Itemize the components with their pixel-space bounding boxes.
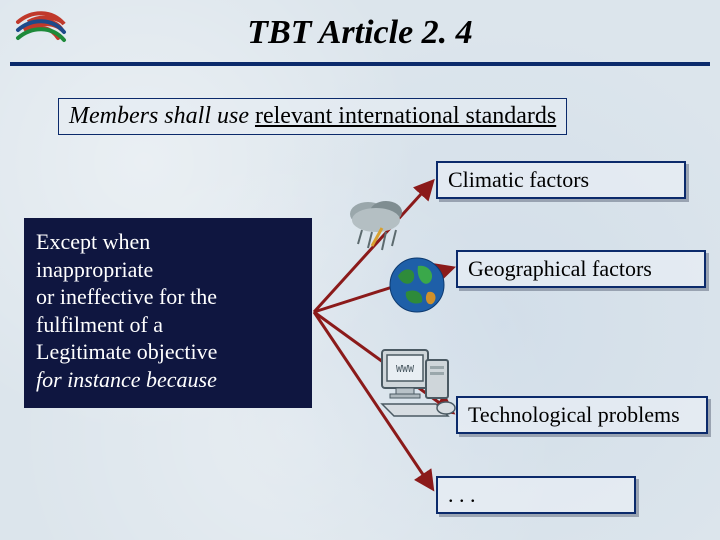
computer-icon: WWW bbox=[376, 346, 460, 427]
cloud-rain-icon bbox=[342, 196, 412, 263]
globe-icon bbox=[388, 256, 446, 319]
svg-text:WWW: WWW bbox=[396, 364, 415, 375]
arrows-icon bbox=[0, 0, 720, 540]
